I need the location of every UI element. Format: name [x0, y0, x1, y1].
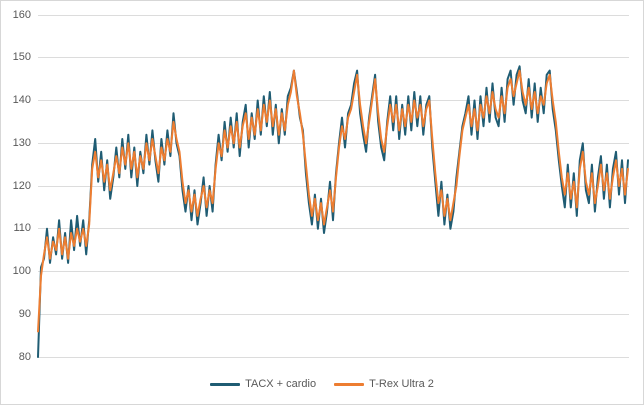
legend-swatch-1 [334, 382, 365, 386]
legend-swatch-0 [210, 382, 241, 386]
y-tick-label-110: 110 [13, 222, 31, 235]
gridline-130 [38, 142, 629, 144]
legend: TACX + cardio T-Rex Ultra 2 [1, 378, 643, 390]
y-tick-label-80: 80 [18, 350, 31, 363]
legend-item-0: TACX + cardio [210, 378, 316, 390]
gridline-100 [38, 271, 629, 272]
legend-label-1: T-Rex Ultra 2 [369, 378, 434, 390]
y-tick-label-90: 90 [18, 307, 31, 320]
legend-label-0: TACX + cardio [245, 378, 317, 390]
y-tick-label-120: 120 [12, 179, 31, 192]
gridline-120 [38, 185, 629, 187]
y-tick-label-130: 130 [12, 136, 31, 149]
y-tick-label-160: 160 [12, 8, 31, 21]
gridline-140 [38, 100, 629, 101]
series-line-1 [37, 69, 629, 333]
y-tick-label-140: 140 [12, 94, 31, 106]
y-tick-label-150: 150 [12, 51, 31, 64]
gridline-90 [38, 313, 629, 315]
legend-item-1: T-Rex Ultra 2 [334, 378, 434, 390]
gridline-150 [38, 57, 629, 59]
gridline-110 [38, 228, 629, 230]
y-tick-label-100: 100 [12, 265, 31, 277]
gridline-80 [38, 356, 629, 358]
gridline-160 [38, 14, 629, 16]
